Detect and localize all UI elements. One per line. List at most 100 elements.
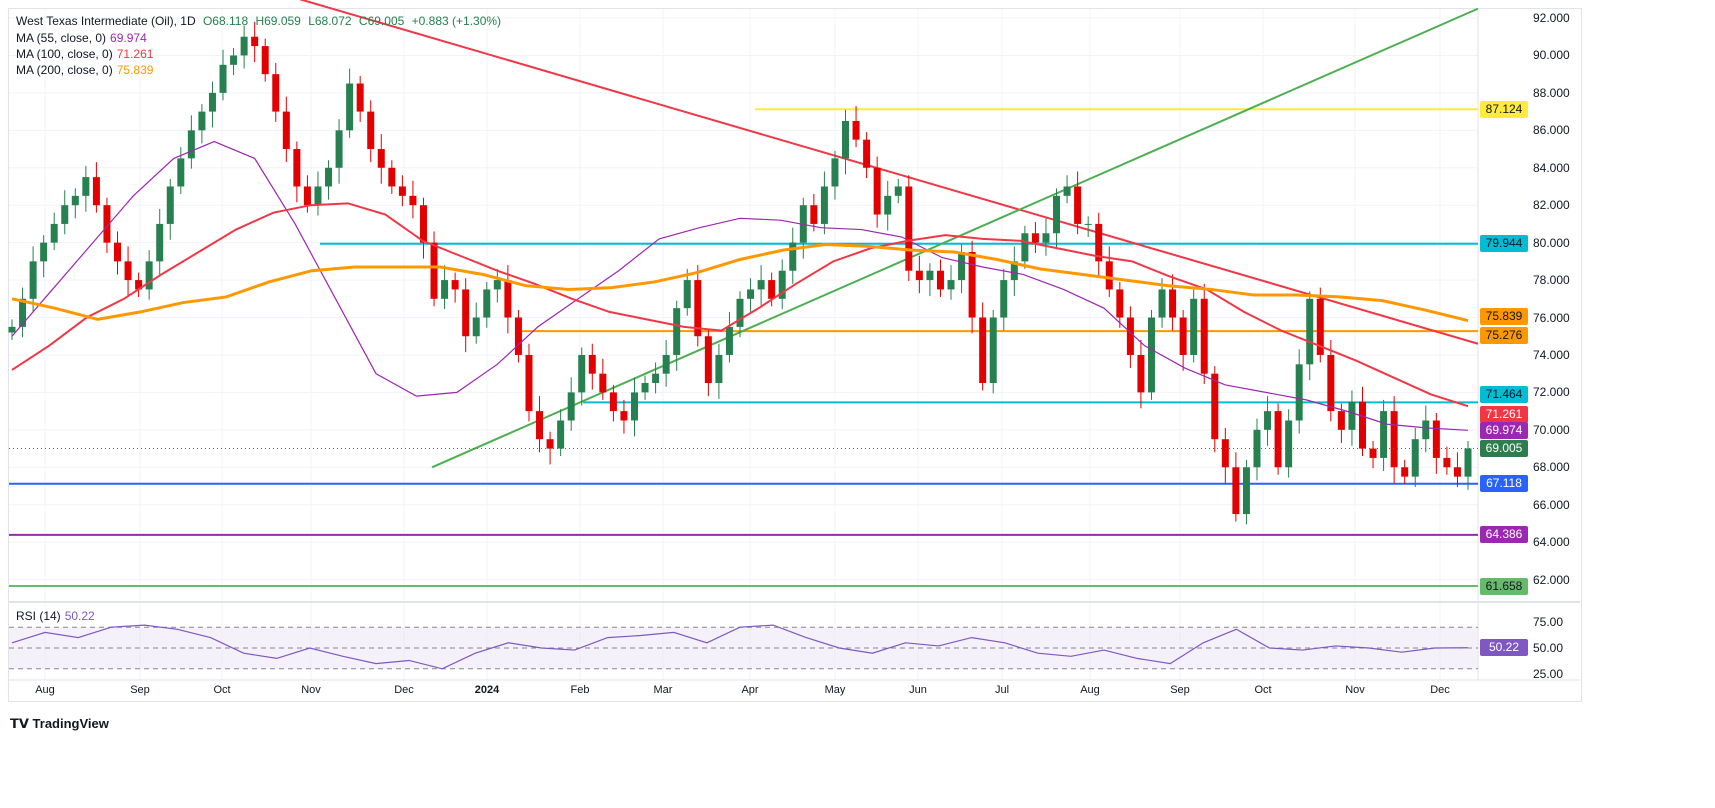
candle-body (314, 186, 322, 206)
candle-body (852, 120, 860, 140)
candle-body (208, 92, 216, 112)
time-tick-label: Dec (1430, 684, 1450, 696)
candle-body (493, 280, 501, 290)
time-tick-label: Jun (909, 684, 927, 696)
candle-body (894, 186, 902, 196)
candle-body (1116, 289, 1124, 318)
candle-body (1147, 317, 1155, 393)
candle-body (1316, 298, 1324, 355)
ma55-line (11, 140, 1469, 431)
price-tag: 69.005 (1480, 439, 1528, 457)
candle-body (1031, 233, 1039, 243)
candle-body (303, 186, 311, 206)
candle-body (842, 120, 850, 159)
candle-body (92, 177, 100, 206)
candle-body (1000, 280, 1008, 318)
time-tick-label: Dec (394, 684, 414, 696)
candle-body (1211, 373, 1219, 440)
candle-body (82, 177, 90, 196)
price-tick-label: 70.000 (1533, 422, 1570, 437)
candle-body (1369, 448, 1377, 458)
candle-body (641, 383, 649, 393)
candle-body (989, 317, 997, 384)
candle-body (1264, 411, 1272, 430)
candle-body (609, 392, 617, 412)
candle-body (1200, 298, 1208, 374)
candle-body (1063, 186, 1071, 196)
candle-body (198, 111, 206, 131)
candle-body (778, 270, 786, 299)
candle-body (8, 326, 16, 333)
candle-body (884, 195, 892, 215)
rsi-tick-label: 25.00 (1533, 667, 1564, 681)
candle-body (1074, 186, 1082, 224)
candle-body (947, 280, 955, 290)
candle-body (1380, 411, 1388, 458)
rsi-tick-label: 50.00 (1533, 641, 1564, 655)
ma100-legend: MA (100, close, 0) 71.261 (16, 47, 157, 61)
candle-body (1348, 401, 1356, 430)
time-tick-label: Aug (35, 684, 55, 696)
price-tag: 71.261 (1480, 405, 1528, 423)
time-tick-label: Oct (213, 684, 231, 696)
rsi-line (11, 624, 1469, 670)
candle-body (704, 336, 712, 384)
candle-body (156, 223, 164, 262)
candle-body (430, 242, 438, 299)
ma200-label: MA (200, close, 0) (16, 63, 113, 77)
candle-body (578, 354, 586, 393)
candle-body (1358, 401, 1366, 449)
price-tick-label: 80.000 (1533, 235, 1570, 250)
candle-body (1390, 411, 1398, 468)
candle-body (1411, 439, 1419, 477)
time-tick-label: Nov (301, 684, 321, 696)
price-tick-label: 68.000 (1533, 460, 1570, 475)
candle-body (757, 280, 765, 290)
candle-body (240, 36, 248, 56)
price-tick-label: 62.000 (1533, 572, 1570, 587)
candle-body (514, 317, 522, 355)
candle-body (1221, 439, 1229, 468)
ma200-value: 75.839 (116, 63, 154, 77)
candle-body (915, 270, 923, 281)
candle-body (483, 289, 491, 318)
candle-body (979, 317, 987, 384)
candle-body (377, 149, 385, 168)
candle-body (725, 326, 733, 355)
candle-body (1042, 233, 1050, 243)
candle-body (293, 149, 301, 187)
candle-body (936, 270, 944, 290)
candle-body (673, 308, 681, 355)
tradingview-logo[interactable]: 𝗧𝗩 TradingView (10, 716, 109, 732)
candle-body (926, 270, 934, 281)
candle-body (1232, 467, 1240, 515)
candle-body (863, 139, 871, 168)
candle-body (19, 298, 27, 327)
candle-body (398, 186, 406, 196)
ma100-value: 71.261 (116, 47, 154, 61)
candle-body (873, 167, 881, 215)
price-tick-label: 86.000 (1533, 123, 1570, 138)
time-tick-label: Aug (1080, 684, 1100, 696)
candle-body (599, 373, 607, 393)
time-tick-label: Nov (1345, 684, 1365, 696)
time-tick-label: Mar (653, 684, 673, 696)
candle-body (1274, 411, 1282, 468)
candle-body (1179, 317, 1187, 355)
candle-body (50, 223, 58, 243)
candle-body (694, 280, 702, 337)
candle-body (1084, 223, 1092, 225)
chart-frame[interactable] (8, 8, 1582, 702)
price-tag: 69.974 (1480, 421, 1528, 439)
candle-body (630, 392, 638, 421)
rsi-tag: 50.22 (1480, 639, 1528, 657)
candle-body (409, 195, 417, 206)
candle-body (820, 186, 828, 224)
candle-body (1306, 298, 1314, 365)
candle-body (747, 289, 755, 299)
candle-body (1464, 448, 1472, 477)
time-tick-label: Feb (570, 684, 590, 696)
price-tick-label: 64.000 (1533, 535, 1570, 550)
candle-body (557, 420, 565, 449)
